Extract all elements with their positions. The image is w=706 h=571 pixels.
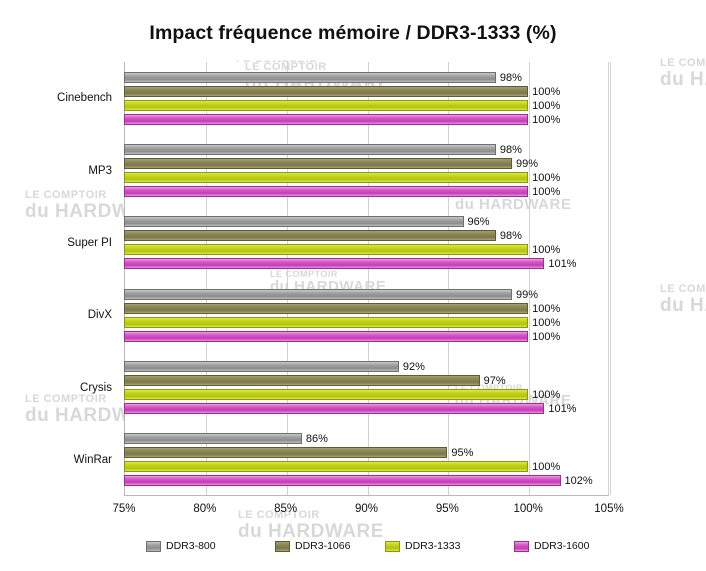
bar-DDR3-1066-Cinebench [124,85,529,97]
bar-value-label: 100% [532,186,561,198]
chart-title: Impact fréquence mémoire / DDR3-1333 (%) [149,22,557,44]
x-axis-tick: 105% [594,503,624,515]
legend-swatch-icon [146,540,161,552]
bar-value-label: 96% [467,216,490,229]
gridline [287,62,288,495]
bar-DDR3-1600-Crysis [124,403,545,414]
bar-value-label: 102% [564,475,593,488]
bar-value-label: 98% [499,144,522,156]
legend-label: DDR3-1600 [534,540,590,552]
bar-DDR3-1333-Super PI [124,244,529,256]
bar-DDR3-1600-DivX [124,330,529,342]
x-axis-tick: 100% [513,503,543,515]
bar-DDR3-1066-WinRar [124,447,448,459]
bar-DDR3-1333-DivX [124,316,529,328]
bar-value-label: 100% [532,330,561,343]
bar-DDR3-1600-Cinebench [124,113,529,125]
bar-DDR3-800-Crysis [124,361,399,372]
bar-value-label: 99% [516,158,539,170]
category-label: DivX [87,309,112,322]
legend-item-DDR3-1600[interactable]: DDR3-1600 [514,537,589,555]
legend-label: DDR3-800 [166,540,216,552]
bar-value-label: 100% [532,316,561,329]
bar-value-label: 100% [532,85,561,98]
bar-value-label: 100% [532,389,561,401]
legend-swatch-icon [275,540,290,552]
bar-value-label: 101% [548,258,577,271]
category-label: Cinebench [57,92,112,105]
bar-DDR3-1066-DivX [124,302,529,314]
category-label: Crysis [80,381,112,394]
bar-DDR3-1333-Cinebench [124,99,529,111]
bar-value-label: 95% [451,447,474,460]
legend-swatch-icon [514,540,529,552]
bar-value-label: 100% [532,113,561,126]
bar-value-label: 100% [532,244,561,257]
bar-DDR3-800-Cinebench [124,71,496,83]
bar-DDR3-1333-MP3 [124,172,529,183]
gridline [368,62,369,495]
bar-DDR3-800-DivX [124,288,512,300]
x-axis-tick: 75% [112,503,136,515]
x-axis-tick: 95% [435,503,459,515]
bar-value-label: 98% [499,71,522,84]
bar-value-label: 99% [516,288,539,301]
x-axis-tick: 90% [354,503,379,515]
bar-value-label: 100% [532,302,561,315]
legend-label: DDR3-1333 [405,540,461,552]
bar-value-label: 86% [305,433,328,446]
gridline [610,62,611,495]
x-axis-tick: 80% [193,503,217,515]
bar-DDR3-1066-Super PI [124,230,496,242]
category-label: WinRar [73,453,112,466]
gridline [206,62,207,495]
legend-swatch-icon [385,540,400,552]
bar-DDR3-1600-WinRar [124,475,561,487]
category-label: MP3 [88,164,112,177]
bar-DDR3-800-MP3 [124,144,496,155]
bar-value-label: 92% [402,361,425,373]
gridline [529,62,530,495]
category-label: Super PI [67,236,112,249]
legend-item-DDR3-1066[interactable]: DDR3-1066 [275,537,350,555]
bar-value-label: 100% [532,172,561,184]
gridline [448,62,449,495]
legend-item-DDR3-1333[interactable]: DDR3-1333 [385,537,460,555]
legend-item-DDR3-800[interactable]: DDR3-800 [146,537,216,555]
chart-legend: DDR3-800 DDR3-1066 DDR3-1333 DDR3-1600 [146,537,589,555]
x-axis-tick: 85% [274,503,298,515]
bar-DDR3-1333-Crysis [124,389,529,400]
bar-DDR3-800-Super PI [124,216,464,228]
bar-value-label: 98% [499,230,522,243]
bar-DDR3-800-WinRar [124,433,302,445]
bar-value-label: 100% [532,461,561,474]
bar-value-label: 100% [532,99,561,112]
bar-DDR3-1066-MP3 [124,158,512,169]
plot-right-edge [608,62,609,495]
bar-value-label: 101% [548,403,577,415]
bar-DDR3-1333-WinRar [124,461,529,473]
legend-label: DDR3-1066 [295,540,351,552]
bar-DDR3-1066-Crysis [124,375,480,386]
bar-value-label: 97% [483,375,506,387]
bar-DDR3-1600-MP3 [124,186,529,197]
bar-DDR3-1600-Super PI [124,258,545,270]
